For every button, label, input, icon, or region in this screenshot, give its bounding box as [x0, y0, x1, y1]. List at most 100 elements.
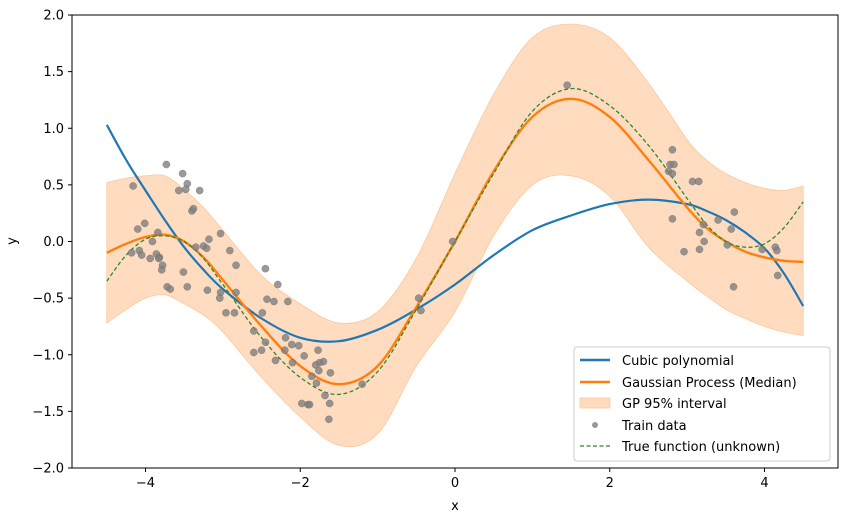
train-data-point	[166, 285, 175, 293]
train-data-point	[680, 247, 688, 256]
train-data-point	[668, 145, 677, 154]
train-data-point	[249, 348, 258, 357]
train-data-point	[271, 356, 280, 365]
train-data-point	[215, 294, 224, 302]
x-tick-label: 4	[760, 476, 768, 491]
train-data-point	[730, 208, 739, 216]
train-data-point	[281, 333, 290, 342]
train-data-point	[448, 237, 457, 246]
train-data-point	[129, 182, 137, 190]
train-data-point	[326, 369, 335, 377]
train-data-point	[140, 219, 149, 228]
x-tick-label: −2	[291, 476, 310, 491]
legend-label-cubic: Cubic polynomial	[622, 354, 734, 369]
train-data-point	[273, 280, 282, 289]
train-data-point	[154, 228, 162, 237]
train-data-point	[148, 237, 157, 246]
train-data-point	[314, 346, 322, 355]
train-data-point	[257, 346, 266, 355]
train-data-point	[216, 229, 225, 238]
train-data-point	[280, 346, 289, 355]
legend-label-train: Train data	[621, 419, 687, 434]
train-data-point	[202, 244, 211, 253]
train-data-point	[205, 235, 213, 244]
train-data-point	[181, 185, 190, 194]
train-data-point	[308, 372, 316, 381]
train-data-point	[294, 341, 303, 350]
train-data-point	[137, 251, 146, 259]
x-tick-label: −4	[136, 476, 155, 491]
train-data-point	[321, 391, 329, 400]
legend-label-gp-interval: GP 95% interval	[622, 397, 727, 412]
train-data-point	[146, 254, 154, 263]
train-data-point	[178, 169, 187, 178]
train-data-point	[288, 358, 297, 367]
train-data-point	[203, 286, 212, 295]
train-data-point	[249, 327, 258, 335]
train-data-point	[314, 366, 323, 375]
train-data-point	[183, 282, 192, 291]
x-axis-label: x	[451, 499, 459, 514]
train-data-point	[358, 380, 367, 389]
cubic-polynomial-line	[105, 124, 805, 343]
y-tick-label: −1.5	[32, 405, 64, 420]
train-data-point	[191, 243, 200, 252]
y-tick-label: 0.5	[43, 178, 64, 193]
y-tick-label: 1.5	[43, 65, 64, 80]
train-data-point	[154, 254, 163, 263]
train-data-point	[157, 265, 166, 274]
train-data-point	[189, 204, 198, 213]
train-data-point	[230, 308, 239, 317]
train-data-point	[195, 186, 204, 195]
train-data-layer	[127, 81, 782, 424]
train-data-point	[232, 288, 240, 297]
train-data-point	[305, 400, 314, 409]
train-data-point	[312, 379, 321, 387]
train-data-point	[414, 294, 423, 302]
x-tick-label: 0	[451, 476, 459, 491]
train-data-point	[162, 160, 171, 169]
legend-swatch-train	[592, 422, 598, 428]
train-data-point	[325, 399, 334, 408]
train-data-point	[325, 415, 333, 424]
legend-swatch-gp-interval	[579, 397, 611, 409]
train-data-point	[179, 268, 188, 276]
train-data-point	[714, 216, 722, 224]
y-axis-label: y	[5, 237, 20, 245]
legend-label-true-function: True function (unknown)	[621, 440, 780, 455]
y-axis-ticks: −2.0 −1.5 −1.0 −0.5 0.0 0.5 1.0 1.5 2.0	[32, 9, 72, 477]
train-data-point	[563, 81, 572, 90]
y-tick-label: 2.0	[43, 9, 64, 24]
y-tick-label: 0.0	[43, 235, 64, 250]
train-data-point	[695, 245, 704, 254]
train-data-point	[723, 241, 732, 249]
train-data-point	[670, 160, 678, 169]
train-data-point	[729, 282, 738, 291]
train-data-point	[287, 340, 296, 349]
train-data-point	[773, 271, 782, 280]
y-tick-label: −1.0	[32, 348, 64, 363]
y-tick-label: 1.0	[43, 122, 64, 137]
train-data-point	[261, 338, 270, 347]
train-data-point	[222, 308, 230, 317]
x-tick-label: 2	[606, 476, 614, 491]
train-data-point	[699, 220, 708, 229]
train-data-point	[668, 215, 677, 223]
train-data-point	[700, 237, 708, 246]
train-data-point	[417, 306, 425, 315]
train-data-point	[174, 186, 183, 195]
legend-box	[573, 346, 831, 462]
legend: Cubic polynomial Gaussian Process (Media…	[573, 346, 831, 462]
x-axis-ticks: −4 −2 0 2 4	[136, 468, 769, 491]
y-tick-label: −2.0	[32, 462, 64, 477]
train-data-point	[127, 248, 136, 257]
train-data-point	[695, 228, 704, 237]
train-data-point	[133, 225, 142, 233]
train-data-point	[232, 261, 240, 270]
train-data-point	[261, 264, 270, 273]
train-data-point	[258, 308, 267, 317]
train-data-point	[270, 297, 278, 306]
y-tick-label: −0.5	[32, 292, 64, 307]
train-data-point	[263, 295, 271, 304]
